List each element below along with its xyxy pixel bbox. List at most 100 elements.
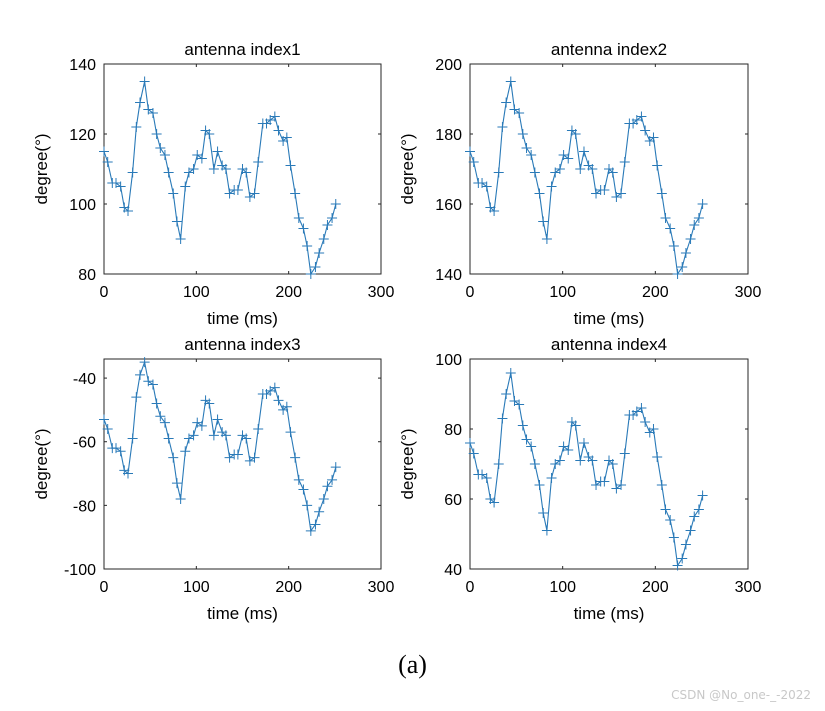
data-point-marker: [285, 160, 296, 171]
data-point-marker: [685, 525, 696, 536]
data-point-marker: [680, 539, 691, 550]
data-point-marker: [546, 181, 557, 192]
data-point-marker: [180, 446, 191, 457]
data-point-marker: [298, 223, 309, 234]
data-point-marker: [665, 223, 676, 234]
data-point-marker: [298, 484, 309, 495]
data-point-marker: [481, 181, 492, 192]
data-point-marker: [123, 468, 134, 479]
data-point-marker: [151, 129, 162, 139]
data-point-marker: [501, 97, 512, 108]
data-point-marker: [281, 401, 292, 412]
data-point-marker: [330, 462, 341, 473]
y-tick-label: 80: [444, 422, 462, 439]
y-tick-label: 80: [78, 267, 96, 284]
data-point-marker: [293, 474, 304, 485]
data-point-marker: [501, 389, 512, 399]
data-point-marker: [302, 241, 313, 251]
data-point-marker: [168, 188, 179, 199]
data-point-marker: [660, 213, 671, 223]
data-point-marker: [290, 188, 301, 199]
data-point-marker: [656, 188, 667, 199]
data-point-marker: [123, 206, 134, 216]
data-point-marker: [587, 164, 598, 174]
series-line: [103, 81, 337, 276]
y-axis-label: degree(°): [398, 133, 417, 204]
data-point-marker: [302, 500, 313, 511]
data-point-marker: [619, 157, 630, 167]
data-point-marker: [514, 108, 525, 118]
data-point-marker: [269, 111, 280, 122]
data-point-marker: [563, 445, 574, 455]
data-point-marker: [131, 122, 142, 132]
data-point-marker: [546, 473, 557, 483]
data-point-marker: [212, 414, 223, 425]
data-point-marker: [607, 459, 618, 469]
data-point-marker: [155, 411, 166, 422]
data-point-marker: [529, 167, 540, 178]
x-tick-label: 100: [549, 284, 576, 301]
data-point-marker: [115, 446, 126, 457]
data-point-marker: [99, 414, 109, 425]
data-point-marker: [534, 188, 545, 199]
data-point-marker: [554, 164, 565, 174]
data-point-marker: [180, 181, 191, 192]
y-tick-label: 100: [435, 352, 462, 369]
x-tick-label: 300: [735, 284, 762, 301]
data-point-marker: [677, 553, 688, 564]
data-point-marker: [241, 433, 252, 444]
x-axis-label: time (ms): [207, 309, 278, 328]
data-point-marker: [578, 146, 589, 157]
chart-panel-3: 0 100 200 300 -100 -80 -60 -40 antenna index3 tim…: [32, 335, 394, 623]
data-point-marker: [697, 199, 708, 209]
data-point-marker: [493, 459, 504, 469]
x-tick-label: 200: [642, 284, 669, 301]
data-point-marker: [208, 164, 219, 174]
data-point-marker: [305, 525, 316, 536]
data-point-marker: [660, 504, 671, 515]
data-point-marker: [538, 508, 549, 518]
data-point-marker: [102, 157, 113, 167]
data-point-marker: [115, 181, 126, 192]
data-point-marker: [514, 399, 525, 410]
data-point-marker: [554, 455, 565, 466]
data-point-marker: [570, 420, 581, 431]
data-point-marker: [318, 234, 329, 244]
data-point-marker: [155, 143, 166, 153]
data-point-marker: [689, 511, 700, 522]
data-point-marker: [249, 452, 260, 463]
y-tick-label: 160: [435, 197, 462, 214]
x-tick-label: 300: [368, 284, 395, 301]
data-point-marker: [232, 449, 243, 460]
data-point-marker: [327, 474, 338, 485]
data-point-marker: [159, 417, 170, 428]
x-tick-label: 0: [466, 579, 475, 596]
data-point-marker: [616, 188, 627, 199]
data-point-marker: [285, 427, 296, 438]
data-point-marker: [159, 150, 170, 160]
data-point-marker: [521, 434, 532, 445]
data-point-marker: [541, 525, 552, 536]
data-point-marker: [672, 560, 683, 571]
data-point-marker: [575, 164, 586, 174]
x-tick-label: 300: [735, 579, 762, 596]
data-point-marker: [619, 448, 630, 459]
data-point-marker: [171, 478, 182, 489]
data-point-marker: [538, 216, 549, 227]
chart-title: antenna index4: [551, 335, 667, 354]
y-axis-label: degree(°): [32, 133, 51, 204]
x-axis-label: time (ms): [574, 604, 645, 623]
data-point-marker: [672, 269, 683, 279]
data-point-marker: [269, 382, 280, 393]
data-point-marker: [139, 357, 150, 368]
data-point-marker: [489, 497, 500, 508]
data-point-marker: [517, 420, 528, 431]
y-tick-label: 140: [435, 267, 462, 284]
series-line: [103, 360, 337, 533]
x-tick-label: 200: [642, 579, 669, 596]
data-point-marker: [330, 199, 341, 209]
data-point-marker: [273, 125, 284, 136]
y-tick-label: -60: [73, 435, 96, 452]
data-point-marker: [587, 455, 598, 466]
